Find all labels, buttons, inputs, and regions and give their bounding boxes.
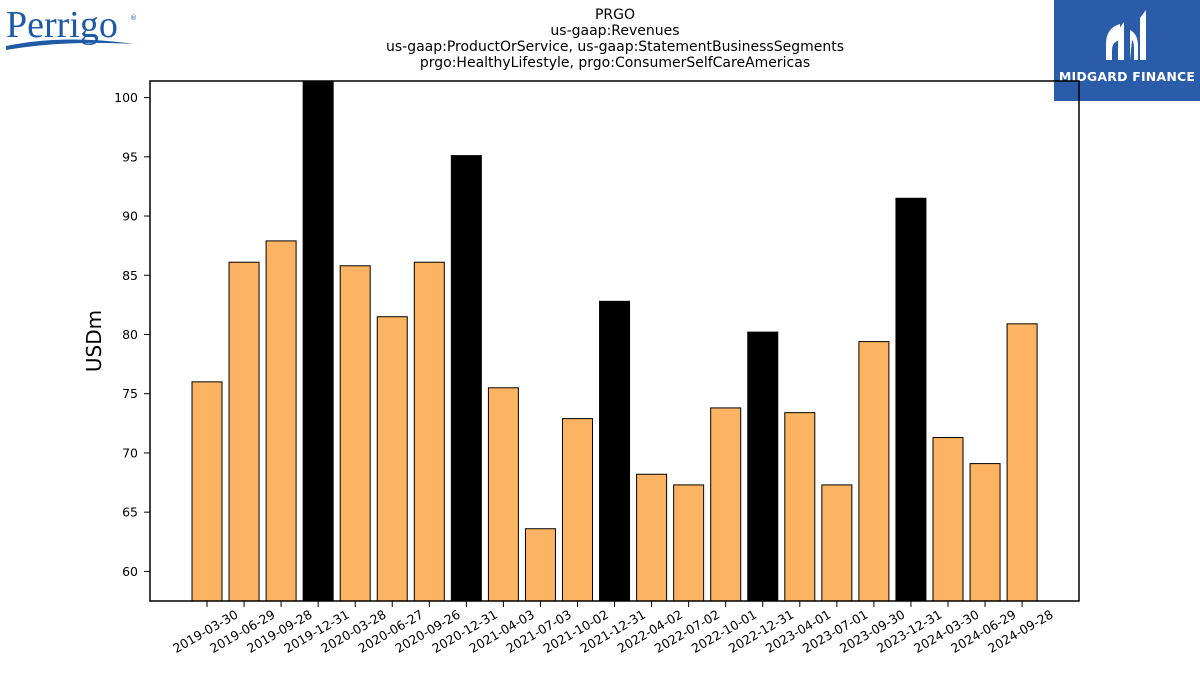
y-tick-label: 75 (122, 386, 138, 401)
bar-2024-03-30 (932, 437, 964, 602)
y-tick-label: 90 (122, 209, 138, 224)
y-tick-label: 85 (122, 268, 138, 283)
bar-2019-12-31 (302, 80, 334, 602)
bar-2020-12-31 (450, 155, 482, 602)
perrigo-logo-text: Perrigo (6, 4, 118, 46)
y-axis-label: USDm (82, 310, 106, 372)
y-tick-label: 80 (122, 327, 138, 342)
bar-2024-06-29 (969, 463, 1001, 602)
y-tick-label: 65 (122, 505, 138, 520)
perrigo-swoosh-icon (6, 39, 134, 50)
bar-2021-07-03 (524, 528, 556, 602)
bar-2022-04-02 (636, 473, 668, 602)
chart-title-line-ticker: PRGO (594, 7, 636, 23)
perrigo-logo: Perrigo ® (4, 4, 139, 56)
y-tick-label: 95 (122, 149, 138, 164)
perrigo-logo-registered-mark: ® (130, 14, 137, 22)
chart-title-line-concept: us-gaap:Revenues (550, 23, 680, 39)
bar-2023-09-30 (858, 341, 890, 602)
bar-2020-06-27 (376, 316, 408, 602)
bar-2021-10-02 (562, 418, 593, 602)
bar-2022-12-31 (747, 331, 779, 602)
chart-title-line-members: prgo:HealthyLifestyle, prgo:ConsumerSelf… (419, 55, 811, 71)
bar-2021-04-03 (487, 387, 519, 602)
bar-2021-12-31 (599, 300, 631, 602)
bar-2022-10-01 (710, 407, 742, 602)
bar-2019-06-29 (228, 261, 260, 602)
midgard-emblem-icon (1106, 10, 1146, 60)
bar-2020-03-28 (339, 265, 371, 602)
chart-title-line-axes: us-gaap:ProductOrService, us-gaap:Statem… (385, 39, 844, 55)
bar-2022-07-02 (673, 484, 705, 602)
bar-2023-07-01 (821, 484, 853, 602)
chart-title: PRGO us-gaap:Revenues us-gaap:ProductOrS… (300, 7, 930, 71)
midgard-finance-logo-text: MIDGARD FINANCE (1058, 69, 1196, 84)
bar-2019-03-30 (191, 381, 223, 602)
midgard-finance-logo: MIDGARD FINANCE (1054, 0, 1200, 101)
bar-2020-09-26 (413, 261, 445, 602)
bar-2024-09-28 (1006, 323, 1038, 602)
y-tick-label: 70 (122, 445, 138, 460)
x-axis: 2019-03-302019-06-292019-09-282019-12-31… (170, 601, 1056, 656)
perrigo-logo-graphic: Perrigo ® (6, 4, 137, 50)
bar-2023-04-01 (784, 412, 816, 602)
bar-2019-09-28 (265, 240, 297, 602)
bar-2023-12-31 (895, 197, 927, 602)
bar-series (191, 80, 1038, 602)
y-tick-label: 60 (122, 564, 138, 579)
y-tick-label: 100 (114, 90, 138, 105)
y-axis: 60 65 70 75 80 85 90 95 100 (114, 90, 150, 579)
